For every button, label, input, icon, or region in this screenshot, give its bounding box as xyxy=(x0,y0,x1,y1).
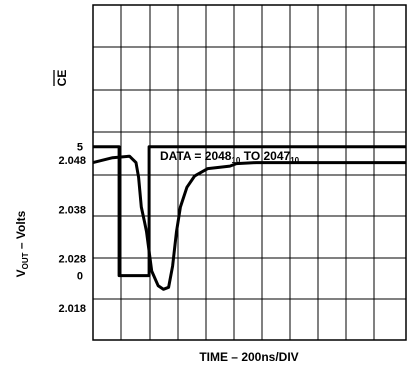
vout-tick-label: 2.038 xyxy=(58,204,86,216)
data-annotation: DATA = 204810 TO 204710 xyxy=(160,149,300,165)
tick-labels: 5 0 2.048 2.038 2.028 2.018 xyxy=(58,142,86,315)
x-axis-label: TIME – 200ns/DIV xyxy=(199,350,298,364)
vout-tick-label: 2.018 xyxy=(58,303,86,315)
annotation-prefix: DATA = 2048 xyxy=(160,149,232,163)
annotation-middle: TO 2047 xyxy=(240,149,290,163)
annotation-sub-1: 10 xyxy=(231,156,240,165)
plot-frame xyxy=(92,4,407,341)
grid xyxy=(93,5,406,340)
vout-trace xyxy=(92,154,406,291)
vout-axis-label-main: V xyxy=(14,269,28,277)
traces xyxy=(92,145,406,291)
ce-trace xyxy=(93,145,406,278)
vout-axis-label-sub: OUT xyxy=(21,252,30,269)
ce-tick-label: 5 xyxy=(77,142,83,154)
annotation-sub-2: 10 xyxy=(290,156,299,165)
ce-tick-label: 0 xyxy=(77,271,83,283)
vout-tick-label: 2.028 xyxy=(58,254,86,266)
vout-axis-label-rest: – Volts xyxy=(14,210,28,252)
vout-axis-label: VOUT – Volts xyxy=(14,210,30,277)
ce-axis-label: CE xyxy=(55,70,69,87)
vout-tick-label: 2.048 xyxy=(58,155,86,167)
